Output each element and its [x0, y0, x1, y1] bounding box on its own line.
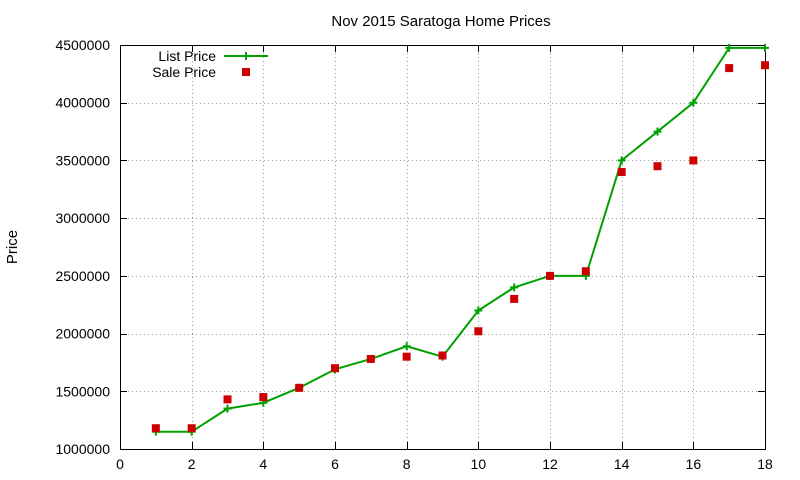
axes-layer: 0 2 4 6 8 10 12 14 16 18 1000000 1500000 2000000 2500…	[55, 37, 773, 472]
x-tick-label: 6	[331, 456, 339, 472]
sale-price-point	[223, 395, 232, 404]
sale-price-point	[617, 167, 626, 176]
y-tick-label: 4000000	[55, 95, 110, 111]
list-price-point	[617, 156, 626, 165]
sale-price-point	[689, 156, 698, 165]
list-price-point	[223, 404, 232, 413]
list-price-point	[689, 98, 698, 107]
sale-price-point	[331, 364, 339, 373]
sale-price-point	[402, 352, 411, 361]
y-tick-label: 2500000	[55, 268, 110, 284]
x-tick-label: 8	[403, 456, 411, 472]
y-tick-label: 3000000	[55, 210, 110, 226]
list-price-line	[155, 46, 765, 433]
x-tick-label: 4	[259, 456, 267, 472]
list-price-point	[474, 306, 483, 315]
series-sale-price	[151, 61, 769, 433]
plot-border	[120, 45, 766, 450]
sale-price-point	[438, 351, 447, 360]
legend-marker-sale-price	[242, 68, 250, 76]
y-tick-label: 1000000	[55, 441, 110, 457]
legend-item-list-price: List Price	[158, 48, 268, 64]
series-list-price	[151, 43, 769, 436]
list-price-point	[761, 43, 769, 52]
sale-price-point	[366, 354, 375, 363]
x-tick-label: 14	[614, 456, 630, 472]
y-tick-label: 2000000	[55, 326, 110, 342]
list-price-point	[402, 342, 411, 351]
y-tick-label: 3500000	[55, 152, 110, 168]
y-tick-label: 1500000	[55, 383, 110, 399]
y-tick-label: 4500000	[55, 37, 110, 53]
y-axis-label: Price	[4, 230, 21, 264]
sale-price-point	[510, 294, 519, 303]
sale-price-point	[546, 271, 554, 280]
sale-price-point	[187, 424, 196, 433]
legend-label-sale-price: Sale Price	[152, 64, 216, 80]
chart-title: Nov 2015 Saratoga Home Prices	[331, 13, 550, 30]
list-price-point	[725, 43, 734, 52]
sale-price-point	[259, 393, 268, 402]
sale-price-point	[581, 267, 590, 276]
sale-price-point	[151, 424, 160, 433]
x-tick-label: 10	[471, 456, 487, 472]
sale-price-point	[725, 64, 734, 73]
sale-price-point	[295, 383, 304, 392]
x-tick-label: 12	[542, 456, 558, 472]
sale-price-point	[653, 162, 662, 171]
x-tick-label: 0	[116, 456, 124, 472]
x-tick-label: 2	[188, 456, 196, 472]
grid-layer	[120, 45, 765, 449]
legend-label-list-price: List Price	[158, 48, 216, 64]
sale-price-point	[474, 327, 483, 336]
legend-item-sale-price: Sale Price	[152, 64, 250, 80]
list-price-point	[510, 283, 519, 292]
series-layer	[151, 43, 769, 436]
legend-marker-list-price	[242, 52, 250, 60]
sale-price-point	[761, 61, 769, 70]
list-price-point	[653, 127, 662, 136]
x-tick-label: 16	[686, 456, 702, 472]
x-tick-label: 18	[757, 456, 773, 472]
